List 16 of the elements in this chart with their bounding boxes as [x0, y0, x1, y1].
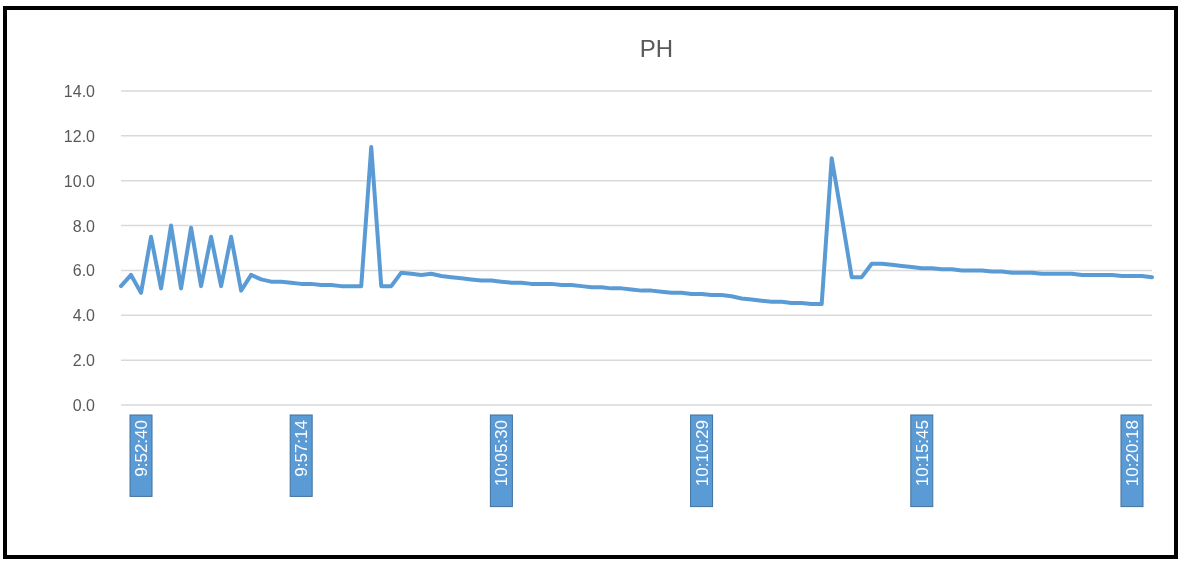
x-tick-label: 10:20:18 — [1122, 420, 1142, 487]
chart-title: PH — [639, 35, 674, 62]
y-tick-label: 4.0 — [72, 307, 96, 325]
x-tick-label: 9:52:40 — [131, 420, 151, 477]
x-tick-label: 9:57:14 — [292, 420, 312, 477]
y-tick-label: 0.0 — [72, 397, 96, 414]
y-tick-label: 10.0 — [63, 172, 96, 190]
y-tick-label: 14.0 — [63, 83, 96, 100]
y-tick-label: 12.0 — [63, 127, 96, 145]
y-tick-label: 6.0 — [72, 262, 96, 280]
x-tick-label: 10:15:45 — [912, 420, 932, 487]
y-tick-label: 8.0 — [72, 217, 96, 235]
y-tick-label: 2.0 — [72, 352, 96, 370]
x-tick-label: 10:05:30 — [492, 420, 512, 487]
x-tick-label: 10:10:29 — [692, 420, 712, 487]
line-series — [119, 145, 1154, 307]
